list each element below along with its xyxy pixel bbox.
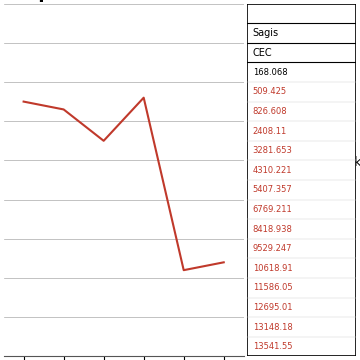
- Text: 11586.05: 11586.05: [253, 283, 292, 292]
- Text: 4310.221: 4310.221: [253, 166, 292, 175]
- Text: 13148.18: 13148.18: [253, 323, 292, 332]
- Text: CEC: CEC: [253, 48, 272, 58]
- Text: 8418.938: 8418.938: [253, 225, 293, 234]
- Text: 10618.91: 10618.91: [253, 264, 292, 273]
- Weekly deliveries: [102, 139, 106, 143]
- Text: 13541.55: 13541.55: [253, 342, 292, 351]
- Text: 2408.11: 2408.11: [253, 126, 287, 135]
- Legend: Weekly deliveries: Weekly deliveries: [287, 151, 360, 174]
- Text: 168.068: 168.068: [253, 68, 287, 77]
- Text: Sagis: Sagis: [253, 28, 279, 38]
- Text: 3281.653: 3281.653: [253, 146, 293, 155]
- Text: 9529.247: 9529.247: [253, 244, 292, 253]
- Weekly deliveries: [141, 95, 146, 100]
- Line: Weekly deliveries: Weekly deliveries: [24, 98, 224, 270]
- Text: 5407.357: 5407.357: [253, 185, 292, 194]
- Text: 826.608: 826.608: [253, 107, 287, 116]
- Weekly deliveries: [221, 260, 226, 265]
- Weekly deliveries: [22, 99, 26, 104]
- Text: Weekly Maize Delivery as a % to Total
Crop Deliveries: Weekly Maize Delivery as a % to Total Cr…: [4, 0, 360, 2]
- Text: 6769.211: 6769.211: [253, 205, 292, 214]
- Text: 12695.01: 12695.01: [253, 303, 292, 312]
- Text: 509.425: 509.425: [253, 87, 287, 96]
- Weekly deliveries: [62, 107, 66, 112]
- Weekly deliveries: [181, 268, 186, 272]
